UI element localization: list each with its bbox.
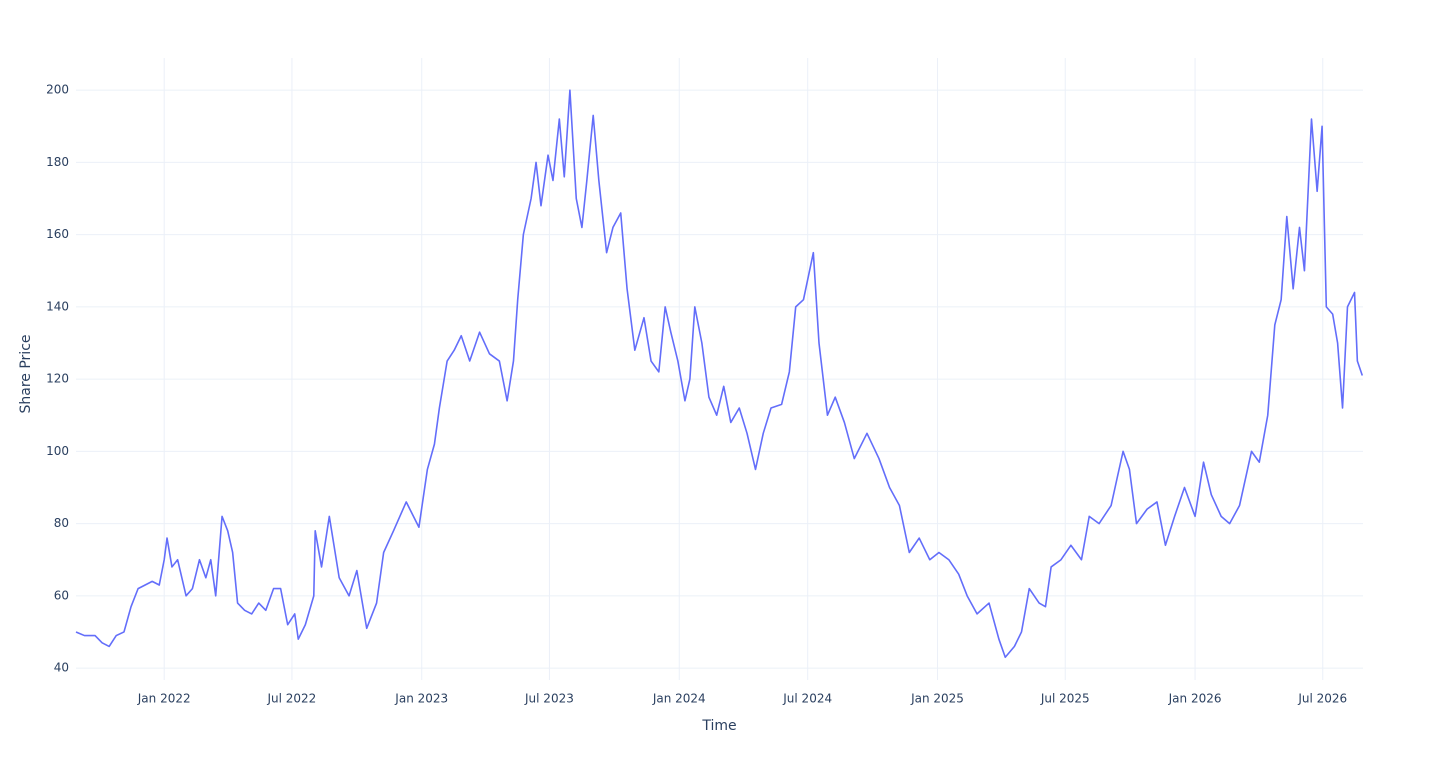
x-tick-label: Jul 2024 <box>782 692 832 706</box>
x-axis-title: Time <box>701 718 736 734</box>
y-tick-label: 80 <box>54 516 69 530</box>
y-tick-label: 140 <box>46 299 69 313</box>
y-tick-label: 120 <box>46 372 69 386</box>
price-line <box>75 89 1364 659</box>
y-tick-label: 180 <box>46 155 69 169</box>
y-tick-label: 60 <box>54 588 69 602</box>
x-tick-label: Jan 2023 <box>394 692 448 706</box>
x-tick-label: Jan 2024 <box>652 692 706 706</box>
x-tick-label: Jan 2025 <box>910 692 964 706</box>
y-tick-label: 200 <box>46 83 69 97</box>
x-tick-label: Jan 2022 <box>137 692 191 706</box>
y-axis-title: Share Price <box>18 334 34 413</box>
x-tick-label: Jul 2025 <box>1040 692 1090 706</box>
x-tick-label: Jul 2023 <box>524 692 574 706</box>
y-tick-label: 40 <box>54 661 69 675</box>
x-tick-label: Jan 2026 <box>1168 692 1222 706</box>
y-tick-label: 100 <box>46 444 69 458</box>
x-tick-label: Jul 2026 <box>1297 692 1347 706</box>
y-tick-label: 160 <box>46 227 69 241</box>
x-tick-label: Jul 2022 <box>266 692 316 706</box>
